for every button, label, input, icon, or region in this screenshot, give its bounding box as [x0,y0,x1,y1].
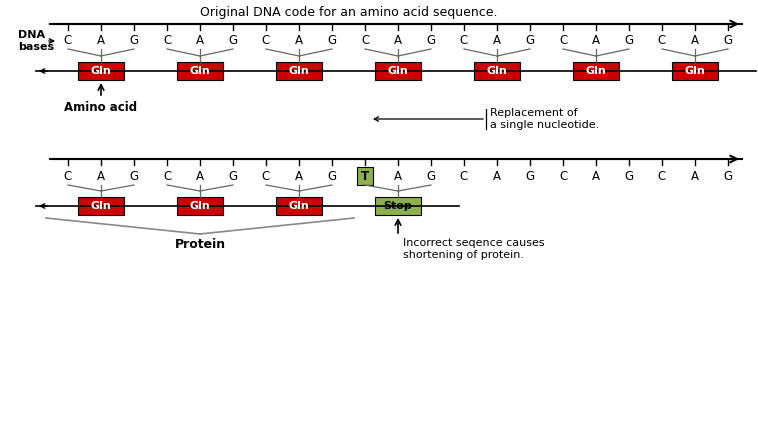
Text: A: A [196,170,204,182]
Text: Protein: Protein [174,238,226,251]
Text: G: G [723,34,732,47]
Text: Stop: Stop [384,201,412,211]
Text: C: C [460,170,468,182]
Text: Amino acid: Amino acid [64,101,137,114]
Text: G: G [327,34,337,47]
Text: Replacement of
a single nucleotide.: Replacement of a single nucleotide. [490,108,600,130]
Text: C: C [460,34,468,47]
Text: Gln: Gln [91,201,111,211]
Text: A: A [691,170,699,182]
FancyBboxPatch shape [672,62,718,80]
FancyBboxPatch shape [276,197,322,215]
Text: Gln: Gln [190,66,211,76]
Text: C: C [163,170,171,182]
Text: C: C [64,34,72,47]
FancyBboxPatch shape [177,62,223,80]
Text: G: G [228,170,237,182]
Text: T: T [361,170,369,182]
Text: Gln: Gln [387,66,409,76]
Text: A: A [295,170,303,182]
Text: DNA
bases: DNA bases [18,30,54,52]
Text: A: A [97,34,105,47]
Text: A: A [493,34,501,47]
FancyBboxPatch shape [357,167,373,185]
Text: Gln: Gln [684,66,706,76]
Text: G: G [228,34,237,47]
Text: A: A [691,34,699,47]
Text: A: A [592,34,600,47]
FancyBboxPatch shape [78,197,124,215]
Text: Gln: Gln [487,66,507,76]
FancyBboxPatch shape [78,62,124,80]
Text: G: G [525,34,534,47]
Text: A: A [592,170,600,182]
Text: G: G [625,170,634,182]
Text: A: A [97,170,105,182]
Text: C: C [361,34,369,47]
Text: A: A [394,170,402,182]
Text: G: G [130,170,139,182]
Text: Gln: Gln [190,201,211,211]
Text: C: C [559,34,567,47]
Text: G: G [327,170,337,182]
Text: G: G [130,34,139,47]
Text: C: C [262,34,270,47]
Text: C: C [559,170,567,182]
Text: A: A [394,34,402,47]
Text: Gln: Gln [289,201,309,211]
FancyBboxPatch shape [276,62,322,80]
FancyBboxPatch shape [375,197,421,215]
Text: G: G [625,34,634,47]
Text: C: C [163,34,171,47]
Text: C: C [658,170,666,182]
Text: Original DNA code for an amino acid sequence.: Original DNA code for an amino acid sequ… [200,6,497,19]
Text: A: A [196,34,204,47]
Text: C: C [658,34,666,47]
Text: A: A [295,34,303,47]
Text: Gln: Gln [289,66,309,76]
Text: G: G [723,170,732,182]
Text: G: G [525,170,534,182]
FancyBboxPatch shape [375,62,421,80]
Text: A: A [493,170,501,182]
Text: G: G [427,34,436,47]
Text: C: C [64,170,72,182]
Text: Incorrect seqence causes
shortening of protein.: Incorrect seqence causes shortening of p… [403,238,545,259]
FancyBboxPatch shape [177,197,223,215]
Text: Gln: Gln [91,66,111,76]
Text: G: G [427,170,436,182]
Text: Gln: Gln [586,66,606,76]
FancyBboxPatch shape [573,62,619,80]
FancyBboxPatch shape [474,62,520,80]
Text: C: C [262,170,270,182]
